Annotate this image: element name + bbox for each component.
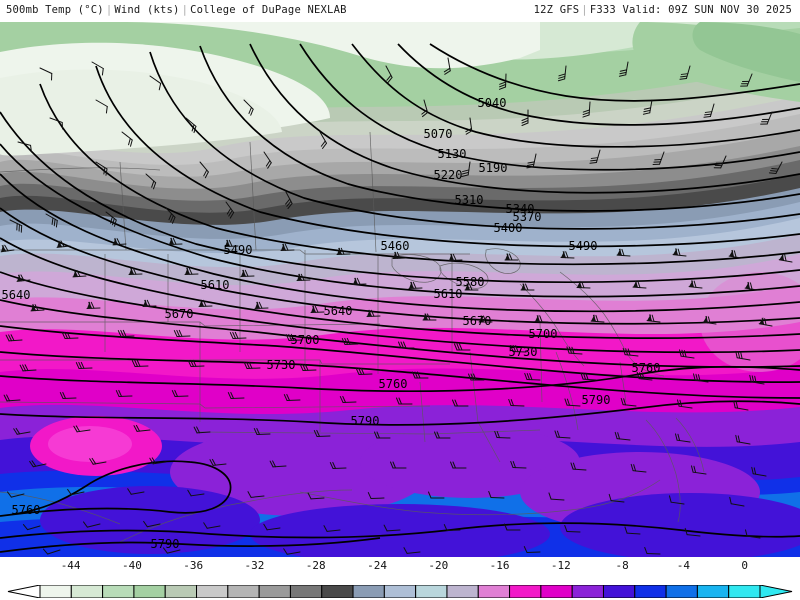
colorbar-swatch[interactable]	[227, 585, 260, 598]
height-contour-label: 5670	[463, 314, 492, 328]
colorbar-swatch[interactable]	[383, 585, 417, 598]
colorbar-swatch[interactable]	[39, 585, 72, 598]
colorbar-swatch[interactable]	[321, 585, 354, 598]
colorbar-tick-label: -40	[121, 559, 142, 572]
height-contour-label: 5490	[224, 243, 253, 257]
colorbar-tick-label: -16	[489, 559, 510, 572]
colorbar-swatch[interactable]	[258, 585, 291, 598]
colorbar-tick-label: -20	[428, 559, 449, 572]
height-contour-label: 5460	[381, 239, 410, 253]
height-contour-label: 5700	[529, 327, 558, 341]
colorbar-swatch[interactable]	[446, 585, 479, 598]
colorbar-tick-label: -44	[60, 559, 81, 572]
header-separator-1: |	[105, 4, 113, 16]
colorbar-swatch[interactable]	[164, 585, 198, 598]
height-contour-label: 5580	[456, 275, 485, 289]
header-fhour-label: F333	[589, 4, 616, 16]
height-contour-label: 5490	[569, 239, 598, 253]
colorbar-swatch[interactable]	[415, 585, 448, 598]
colorbar-swatch[interactable]	[509, 585, 542, 598]
colorbar-tick-label: -28	[305, 559, 326, 572]
height-contour-label: 5640	[324, 304, 353, 318]
height-contour-label: 5310	[455, 193, 484, 207]
colorbar-extend-max	[759, 585, 793, 598]
height-contour-label: 5760	[12, 503, 41, 517]
colorbar-tick-label: -8	[615, 559, 629, 572]
colorbar-swatch[interactable]	[696, 585, 730, 598]
colorbar-tick-labels: -44 -40 -36 -32 -28 -24 -20 -16 -12 -8 -4 0	[0, 559, 800, 575]
height-contour-label: 5700	[291, 333, 320, 347]
height-contour-label: 5070	[424, 127, 453, 141]
map-canvas[interactable]: 5040 5070 5130 5190 5220 5310 5340 5370 5400 5460…	[0, 22, 800, 558]
colorbar-extend-min	[7, 585, 41, 598]
header-right-text: 12Z GFS | F333 Valid: 09Z SUN NOV 30 2025	[534, 4, 792, 16]
map-header: 500mb Temp (°C) | Wind (kts) | College of Du…	[0, 0, 800, 22]
colorbar-tick-label: -4	[676, 559, 691, 572]
height-contour-label: 5040	[478, 96, 507, 110]
colorbar-tick-label: -36	[183, 559, 204, 572]
colorbar-swatch[interactable]	[133, 585, 166, 598]
colorbar-tick-label: -24	[367, 559, 387, 572]
colorbar-swatch[interactable]	[571, 585, 604, 598]
colorbar-tick-label: 0	[741, 559, 748, 572]
colorbar-swatch[interactable]	[728, 585, 761, 598]
height-contour-label: 5610	[434, 287, 463, 301]
height-contour-label: 5790	[351, 414, 380, 428]
height-contour-label: 5610	[201, 278, 230, 292]
height-contour-label: 5790	[151, 537, 180, 551]
colorbar-swatch[interactable]	[289, 585, 323, 598]
height-contour-label: 5130	[438, 147, 467, 161]
height-contour-label: 5340	[506, 202, 535, 216]
height-contour-label: 5220	[434, 168, 463, 182]
colorbar-swatch[interactable]	[602, 585, 636, 598]
colorbar-tick-label: -12	[550, 559, 571, 572]
header-left-text: 500mb Temp (°C) | Wind (kts) | College of Du…	[6, 4, 347, 16]
height-contours	[0, 43, 800, 553]
height-contour-label: 5640	[2, 288, 31, 302]
height-contour-label: 5760	[632, 361, 661, 375]
colorbar-swatch[interactable]	[634, 585, 667, 598]
header-separator-3: |	[581, 4, 588, 16]
colorbar-swatch[interactable]	[477, 585, 511, 598]
height-contour-label: 5370	[513, 210, 542, 224]
colorbar-tick-label: -32	[244, 559, 265, 572]
height-contour-label: 5760	[379, 377, 408, 391]
height-contour-label: 5790	[582, 393, 611, 407]
colorbar-swatch[interactable]	[102, 585, 135, 598]
header-field-label: 500mb Temp (°C)	[6, 4, 104, 16]
colorbar-swatch[interactable]	[540, 585, 573, 598]
colorbar-swatch[interactable]	[196, 585, 229, 598]
height-contour-label: 5730	[509, 345, 538, 359]
colorbar-section: -44 -40 -36 -32 -28 -24 -20 -16 -12 -8 -4 0	[0, 557, 800, 600]
header-overlay-label: Wind (kts)	[114, 4, 180, 16]
colorbar-swatch[interactable]	[352, 585, 385, 598]
colorbar-swatch[interactable]	[70, 585, 104, 598]
colorbar-swatches[interactable]	[0, 585, 800, 598]
header-valid-label: Valid: 09Z SUN NOV 30 2025	[622, 4, 792, 16]
height-contour-label: 5190	[479, 161, 508, 175]
header-source-label: College of DuPage NEXLAB	[190, 4, 347, 16]
height-contour-label: 5730	[267, 358, 296, 372]
header-separator-2: |	[181, 4, 189, 16]
height-contour-label: 5670	[165, 307, 194, 321]
colorbar-swatch[interactable]	[665, 585, 698, 598]
height-contour-label: 5400	[494, 221, 523, 235]
header-model-label: 12Z GFS	[533, 4, 580, 16]
